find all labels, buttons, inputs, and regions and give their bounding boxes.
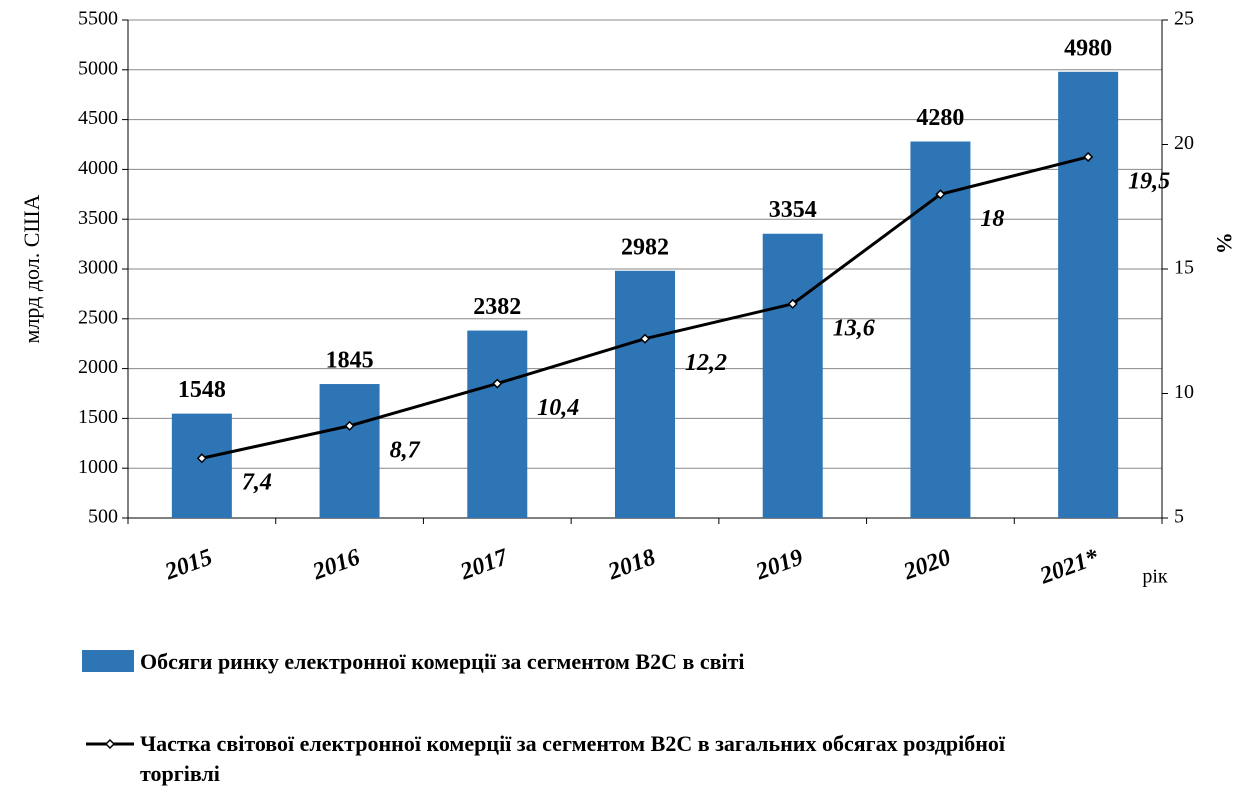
legend-swatch xyxy=(86,738,134,750)
legend-item: Частка світової електронної комерції за … xyxy=(82,729,1020,789)
y2-tick-label: 20 xyxy=(1174,132,1194,154)
x-tick-label: 2020 xyxy=(899,544,954,585)
y-tick-label: 1000 xyxy=(78,456,118,478)
line-marker xyxy=(639,333,651,344)
y-tick-label: 4500 xyxy=(78,107,118,129)
legend-swatch xyxy=(82,650,134,672)
line-marker xyxy=(935,189,946,200)
bar-value-label: 3354 xyxy=(769,197,817,223)
x-tick-label: 2019 xyxy=(752,544,807,585)
line-marker xyxy=(344,420,355,431)
y-tick-label: 4000 xyxy=(78,157,118,179)
y-tick-label: 5000 xyxy=(78,57,118,79)
bar-value-label: 2382 xyxy=(473,294,521,320)
bar xyxy=(1058,71,1119,519)
y-tick-label: 5500 xyxy=(78,8,118,30)
x-tick-label: 2017 xyxy=(456,544,512,586)
line-value-label: 13,6 xyxy=(833,315,875,341)
legend-item: Обсяги ринку електронної комерції за сег… xyxy=(82,647,1020,677)
x-tick-label: 2021* xyxy=(1036,544,1103,590)
chart: млрд дол. США % рік 500 1000 1500 2000 2500 3… xyxy=(19,8,1237,590)
bar xyxy=(467,330,528,518)
bar-value-label: 1548 xyxy=(178,377,226,403)
y-tick-label: 2500 xyxy=(78,306,118,328)
x-tick-label: 2015 xyxy=(161,544,216,585)
bar xyxy=(615,270,675,518)
line-marker xyxy=(787,298,798,309)
y2-tick-label: 25 xyxy=(1174,8,1194,30)
bar xyxy=(910,141,971,518)
line-value-label: 10,4 xyxy=(537,395,579,421)
line-value-label: 19,5 xyxy=(1128,168,1170,194)
y-tick-label: 500 xyxy=(88,506,118,528)
bar xyxy=(762,233,823,519)
bar xyxy=(319,384,380,518)
y-axis-label: млрд дол. США xyxy=(19,194,44,343)
y-tick-label: 3000 xyxy=(78,257,118,279)
line-marker xyxy=(492,378,503,389)
bar-value-label: 1845 xyxy=(326,348,374,374)
y2-axis-label: % xyxy=(1212,232,1237,254)
x-tick-label: 2016 xyxy=(309,544,364,585)
y-tick-label: 2000 xyxy=(78,356,118,378)
y2-tick-label: 15 xyxy=(1174,257,1194,279)
bar-value-label: 4980 xyxy=(1064,35,1112,61)
line-marker xyxy=(1083,151,1094,163)
legend-label: Частка світової електронної комерції за … xyxy=(140,731,1006,786)
line-value-label: 18 xyxy=(980,206,1004,232)
bar-value-label: 2982 xyxy=(621,234,669,260)
y2-tick-label: 10 xyxy=(1174,381,1194,403)
y2-tick-label: 5 xyxy=(1174,506,1184,528)
y-tick-label: 1500 xyxy=(78,406,118,428)
line-marker xyxy=(196,453,207,464)
line-value-label: 12,2 xyxy=(685,350,727,376)
bar xyxy=(171,413,232,518)
x-axis-label: рік xyxy=(1142,566,1168,588)
line-value-label: 7,4 xyxy=(242,470,272,496)
line-value-label: 8,7 xyxy=(390,437,421,463)
legend-label: Обсяги ринку електронної комерції за сег… xyxy=(140,649,745,674)
bar-value-label: 4280 xyxy=(916,105,964,131)
x-tick-label: 2018 xyxy=(604,544,659,585)
y-tick-label: 3500 xyxy=(78,207,118,229)
